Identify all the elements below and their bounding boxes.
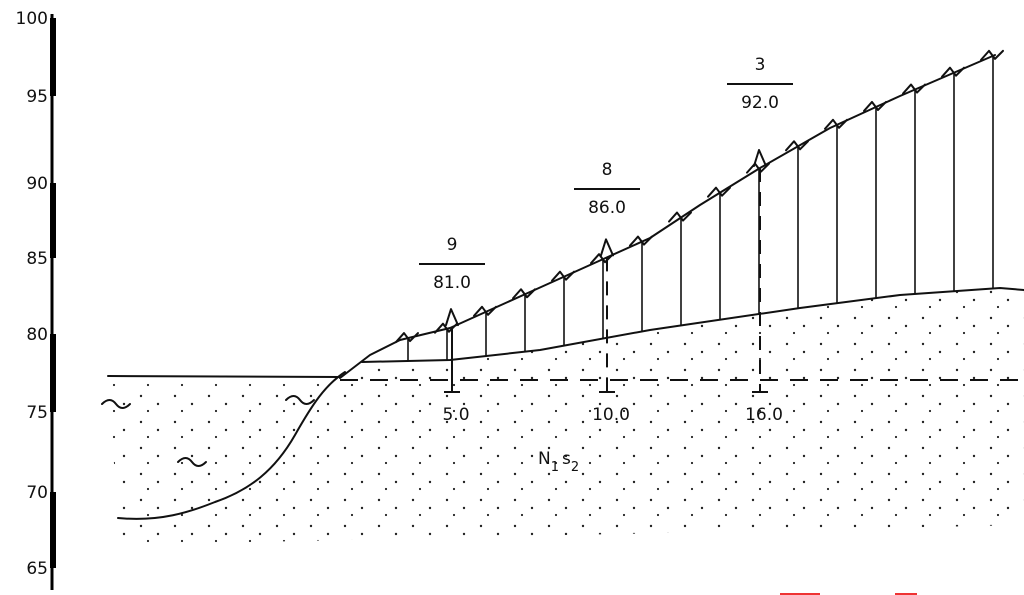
elevation-scale bbox=[50, 14, 56, 590]
scale-label: 95 bbox=[26, 87, 48, 107]
well-number: 9 bbox=[447, 235, 458, 255]
well-elevation: 86.0 bbox=[588, 198, 626, 218]
geological-section: N1s2 100 95 90 85 80 75 70 65 9 81.0 5.0 8 86.0 10.0 3… bbox=[0, 0, 1024, 595]
well-number: 3 bbox=[755, 55, 766, 75]
sediment-fill bbox=[108, 288, 1024, 545]
well-depth: 10.0 bbox=[592, 405, 630, 425]
scale-label: 75 bbox=[26, 403, 48, 423]
well-number: 8 bbox=[602, 160, 613, 180]
scale-label: 90 bbox=[26, 174, 48, 194]
well-depth: 16.0 bbox=[745, 405, 783, 425]
well-elevation: 92.0 bbox=[741, 93, 779, 113]
well-head bbox=[601, 239, 613, 255]
formation-stage: s bbox=[562, 449, 571, 469]
formation-letter: N bbox=[538, 449, 551, 469]
scale-label: 85 bbox=[26, 249, 48, 269]
formation-stage-index: 2 bbox=[571, 460, 579, 475]
well-head bbox=[446, 309, 458, 325]
scale-label: 80 bbox=[26, 325, 48, 345]
turf-mark bbox=[981, 51, 1003, 60]
well-depth: 5.0 bbox=[442, 405, 469, 425]
scale-label: 100 bbox=[16, 9, 48, 29]
scale-label: 65 bbox=[26, 559, 48, 579]
well-elevation: 81.0 bbox=[433, 273, 471, 293]
scale-label: 70 bbox=[26, 483, 48, 503]
water-surface bbox=[108, 376, 340, 377]
formation-letter-index: 1 bbox=[551, 460, 559, 475]
